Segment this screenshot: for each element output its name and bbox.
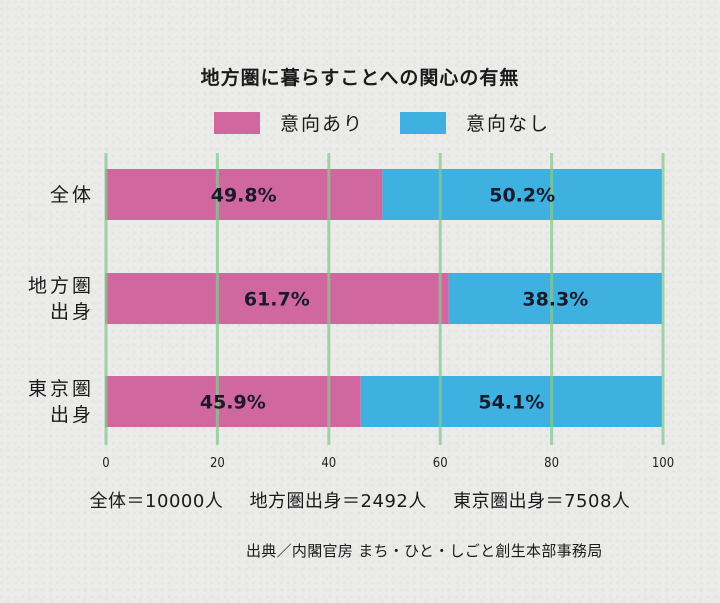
legend: 意向あり 意向なし	[0, 109, 720, 135]
legend-swatch-no	[400, 111, 446, 134]
value-label-no: 54.1%	[478, 392, 544, 414]
chart-title: 地方圏に暮らすことへの関心の有無	[200, 67, 520, 89]
x-tick-label: 20	[210, 456, 225, 471]
x-tick-label: 60	[433, 456, 448, 471]
category-label-line: 地方圏	[27, 274, 94, 297]
bar-no-1	[448, 273, 662, 324]
value-label-yes: 49.8%	[211, 185, 277, 207]
legend-item-no: 意向なし	[400, 109, 550, 136]
category-label-line: 出身	[49, 403, 94, 426]
value-label-yes: 61.7%	[244, 289, 310, 311]
legend-label-yes: 意向あり	[280, 113, 365, 135]
x-tick-label: 80	[544, 456, 559, 471]
count-total: 全体＝10000人	[89, 491, 224, 512]
x-tick-label: 100	[652, 456, 674, 471]
value-label-no: 38.3%	[522, 289, 588, 311]
sample-sizes: 全体＝10000人 地方圏出身＝2492人 東京圏出身＝7508人	[0, 487, 720, 513]
bar-yes-2	[105, 376, 361, 427]
count-tokyo: 東京圏出身＝7508人	[453, 491, 631, 512]
bar-yes-1	[105, 273, 449, 324]
category-label: 全体	[4, 182, 94, 208]
x-tick-label: 40	[321, 456, 336, 471]
x-tick-label: 0	[102, 456, 109, 471]
category-label-line: 出身	[49, 300, 94, 323]
category-label-line: 東京圏	[27, 377, 94, 400]
value-label-yes: 45.9%	[200, 392, 266, 414]
legend-label-no: 意向なし	[466, 113, 551, 135]
source-note: 出典／内閣官房 まち・ひと・しごと創生本部事務局	[246, 542, 603, 560]
legend-item-yes: 意向あり	[214, 109, 364, 136]
bar-no-0	[382, 169, 662, 220]
count-regional: 地方圏出身＝2492人	[249, 491, 427, 512]
legend-swatch-yes	[214, 111, 260, 134]
bar-no-2	[360, 376, 662, 427]
value-label-no: 50.2%	[489, 185, 555, 207]
category-label: 地方圏出身	[4, 273, 94, 325]
category-label: 東京圏出身	[4, 376, 94, 428]
bar-yes-0	[105, 169, 383, 220]
category-label-line: 全体	[49, 183, 94, 206]
